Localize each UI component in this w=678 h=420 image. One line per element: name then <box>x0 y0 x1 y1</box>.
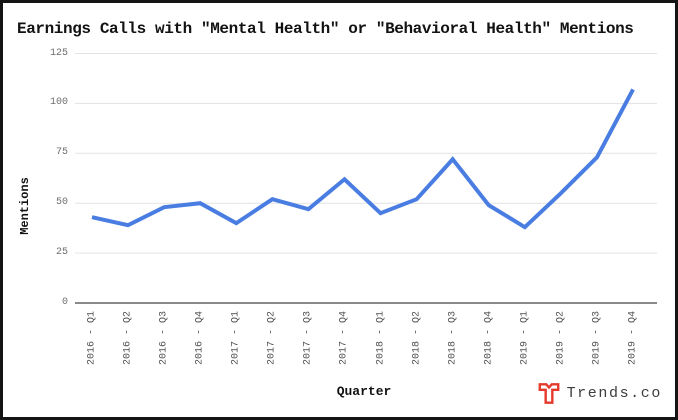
x-tick-label: 2018 - Q2 <box>411 310 423 366</box>
x-tick-label: 2018 - Q3 <box>447 310 459 366</box>
x-tick-label: 2017 - Q3 <box>302 310 314 366</box>
x-tick-label: 2016 - Q3 <box>158 310 170 366</box>
x-tick-label: 2018 - Q1 <box>375 310 387 366</box>
y-tick-label: 100 <box>49 97 68 109</box>
y-tick-label: 25 <box>55 247 68 259</box>
y-tick-label: 0 <box>61 297 68 308</box>
chart-title: Earnings Calls with "Mental Health" or "… <box>17 20 634 38</box>
x-tick-label: 2019 - Q1 <box>519 310 531 366</box>
brand-footer: Trends.co <box>537 381 662 406</box>
y-axis-title: Mentions <box>18 177 32 235</box>
x-tick-label: 2017 - Q4 <box>338 310 350 366</box>
y-tick-label: 125 <box>49 47 68 59</box>
x-tick-label: 2019 - Q2 <box>555 310 567 366</box>
x-tick-label: 2017 - Q2 <box>266 310 278 366</box>
brand-text: Trends.co <box>566 385 662 402</box>
y-tick-label: 75 <box>55 147 68 159</box>
x-tick-label: 2016 - Q2 <box>122 310 134 366</box>
x-tick-label: 2017 - Q1 <box>230 310 242 366</box>
x-tick-label: 2019 - Q3 <box>591 310 603 366</box>
trends-t-logo-icon <box>538 383 560 404</box>
x-tick-label: 2016 - Q1 <box>86 310 98 366</box>
y-tick-label: 50 <box>55 197 68 209</box>
x-tick-label: 2019 - Q4 <box>627 310 639 366</box>
x-tick-label: 2016 - Q4 <box>194 310 206 366</box>
x-axis-title: Quarter <box>336 384 392 399</box>
x-tick-label: 2018 - Q4 <box>483 310 495 366</box>
series-line-mentions <box>91 88 635 230</box>
